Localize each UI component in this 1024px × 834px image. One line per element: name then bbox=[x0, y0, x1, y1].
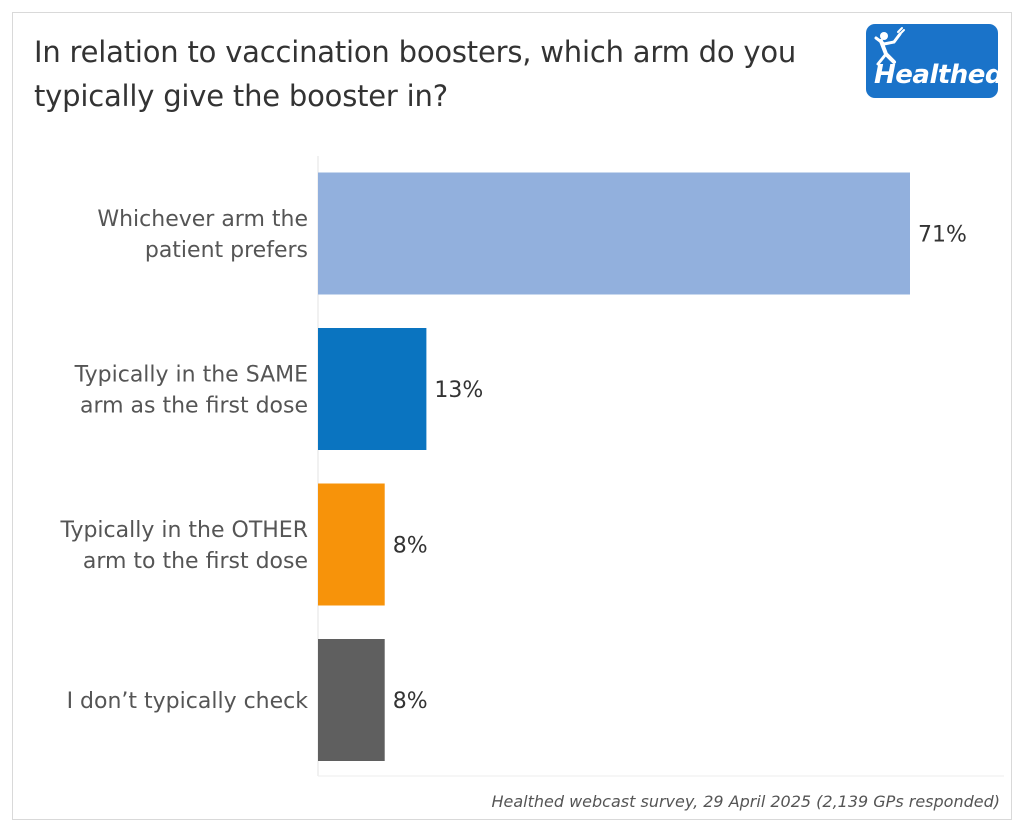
source-note: Healthed webcast survey, 29 April 2025 (… bbox=[491, 792, 1000, 811]
healthed-logo: Healthed bbox=[866, 24, 998, 98]
chart-frame bbox=[12, 12, 1012, 820]
data-label-1: 71% bbox=[918, 223, 967, 248]
category-label-4: I don’t typically check bbox=[67, 689, 309, 714]
bar-2 bbox=[318, 328, 427, 450]
bar-1 bbox=[318, 172, 910, 295]
data-label-3: 8% bbox=[393, 534, 428, 559]
data-label-4: 8% bbox=[393, 689, 428, 714]
chart-title: In relation to vaccination boosters, whi… bbox=[34, 35, 797, 113]
bar-3 bbox=[318, 483, 385, 606]
data-label-2: 13% bbox=[434, 378, 483, 403]
category-label-1: Whichever arm the patient prefers bbox=[97, 207, 308, 263]
category-label-2: Typically in the SAME arm as the first do… bbox=[74, 363, 308, 419]
running-figure-icon bbox=[874, 27, 905, 66]
bar-4 bbox=[318, 639, 385, 761]
category-label-3: Typically in the OTHER arm to the first d… bbox=[59, 518, 308, 574]
logo-text: Healthed bbox=[874, 60, 998, 90]
